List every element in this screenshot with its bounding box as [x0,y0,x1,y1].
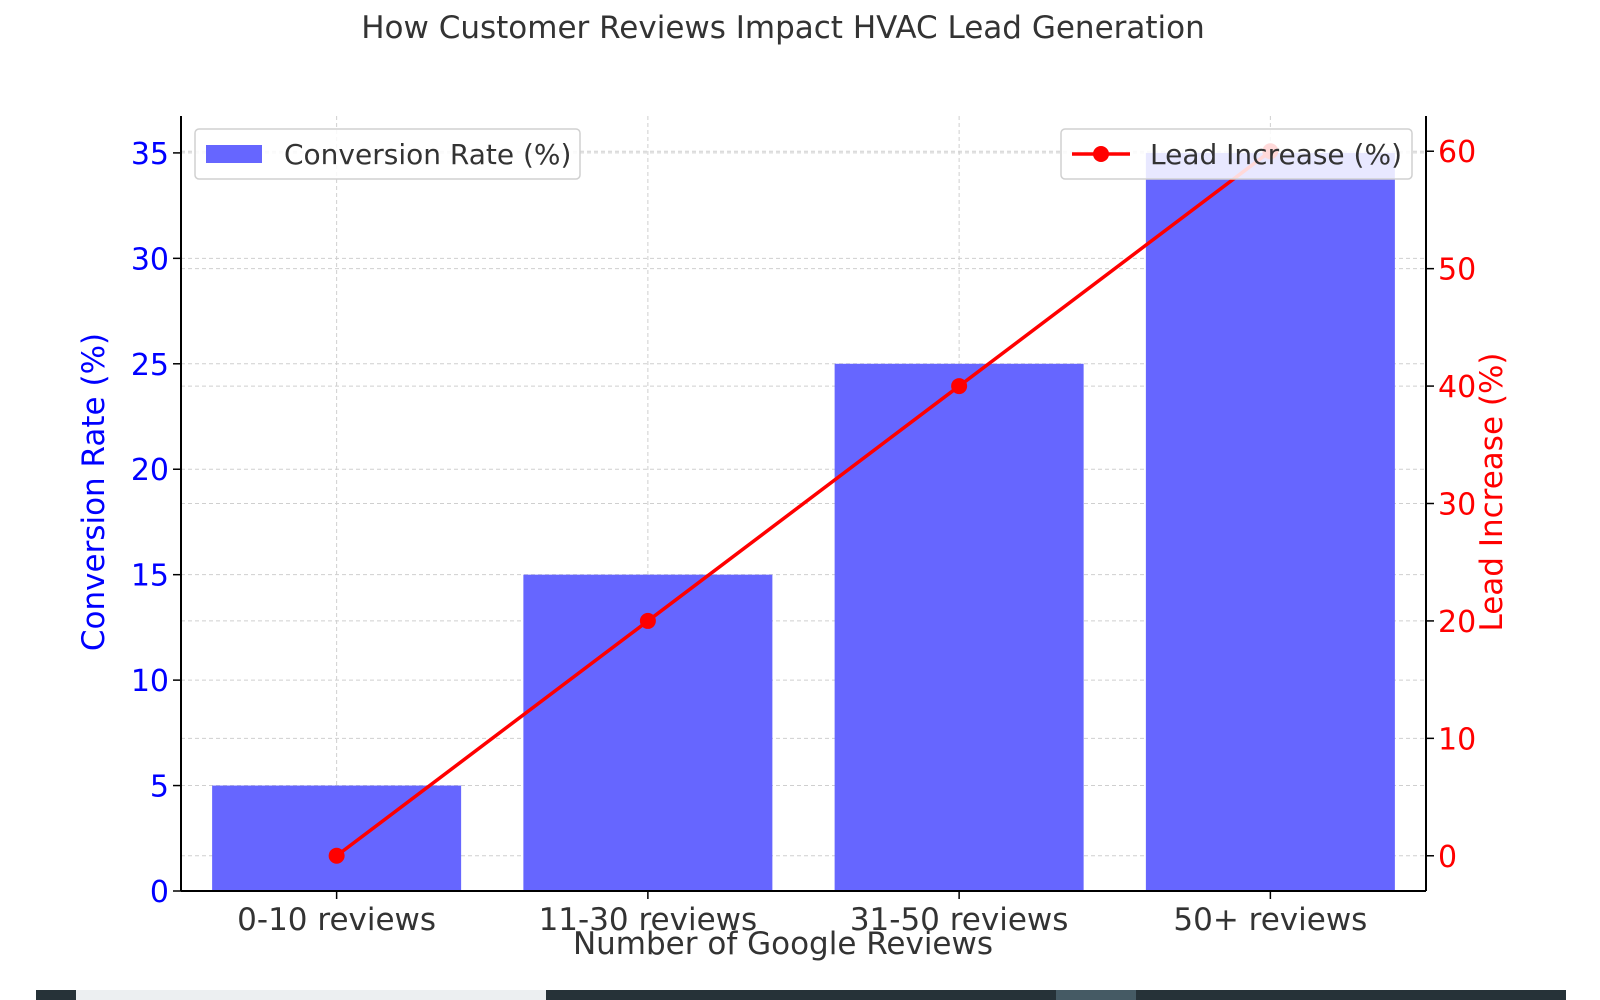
left-tick-label: 25 [131,348,169,383]
left-tick-label: 35 [131,137,169,172]
bar [212,785,462,891]
x-tick-label: 50+ reviews [1173,902,1367,938]
bar [834,363,1084,891]
chart-title: How Customer Reviews Impact HVAC Lead Ge… [361,10,1205,46]
legend-bar-swatch [206,145,262,163]
right-tick-label: 10 [1438,722,1476,757]
left-tick-label: 10 [131,664,169,699]
x-axis-label: Number of Google Reviews [573,926,993,962]
left-tick-label: 30 [131,242,169,277]
legend-line: Lead Increase (%) [1060,128,1413,180]
axes: 0 5 10 15 20 25 30 35 0 10 20 30 40 50 60 0-10 reviews 1… [131,116,1476,938]
legend-bar-label: Conversion Rate (%) [284,138,571,171]
right-tick-label: 50 [1438,253,1476,288]
legend-line-label: Lead Increase (%) [1150,138,1402,171]
bars [212,152,1395,891]
x-tick-label: 31-50 reviews [850,902,1069,938]
right-tick-label: 40 [1438,370,1476,405]
right-axis-label: Lead Increase (%) [1474,352,1510,631]
left-tick-label: 20 [131,453,169,488]
line-point [639,612,656,629]
legend-bar-box [194,128,581,180]
line-series-path [335,149,1272,858]
bottom-strip-segment [1056,990,1136,1000]
x-tick-label: 0-10 reviews [237,902,436,938]
legends: Conversion Rate (%) Lead Increase (%) [194,128,1413,180]
left-tick-label: 5 [150,770,169,805]
x-tick-label: 11-30 reviews [539,902,758,938]
legend-bar: Conversion Rate (%) [194,128,581,180]
line-point [328,847,345,864]
legend-line-marker [1093,146,1109,162]
right-tick-label: 60 [1438,135,1476,170]
left-axis-label: Conversion Rate (%) [76,333,112,651]
bottom-strip-segment [76,990,546,1000]
line-point [951,378,968,395]
bar [1145,152,1395,891]
bottom-strip [36,990,1566,1000]
right-tick-label: 20 [1438,605,1476,640]
right-tick-label: 30 [1438,488,1476,523]
right-tick-label: 0 [1438,840,1457,875]
left-tick-label: 15 [131,559,169,594]
legend-line-box [1060,128,1413,180]
left-tick-label: 0 [150,875,169,910]
